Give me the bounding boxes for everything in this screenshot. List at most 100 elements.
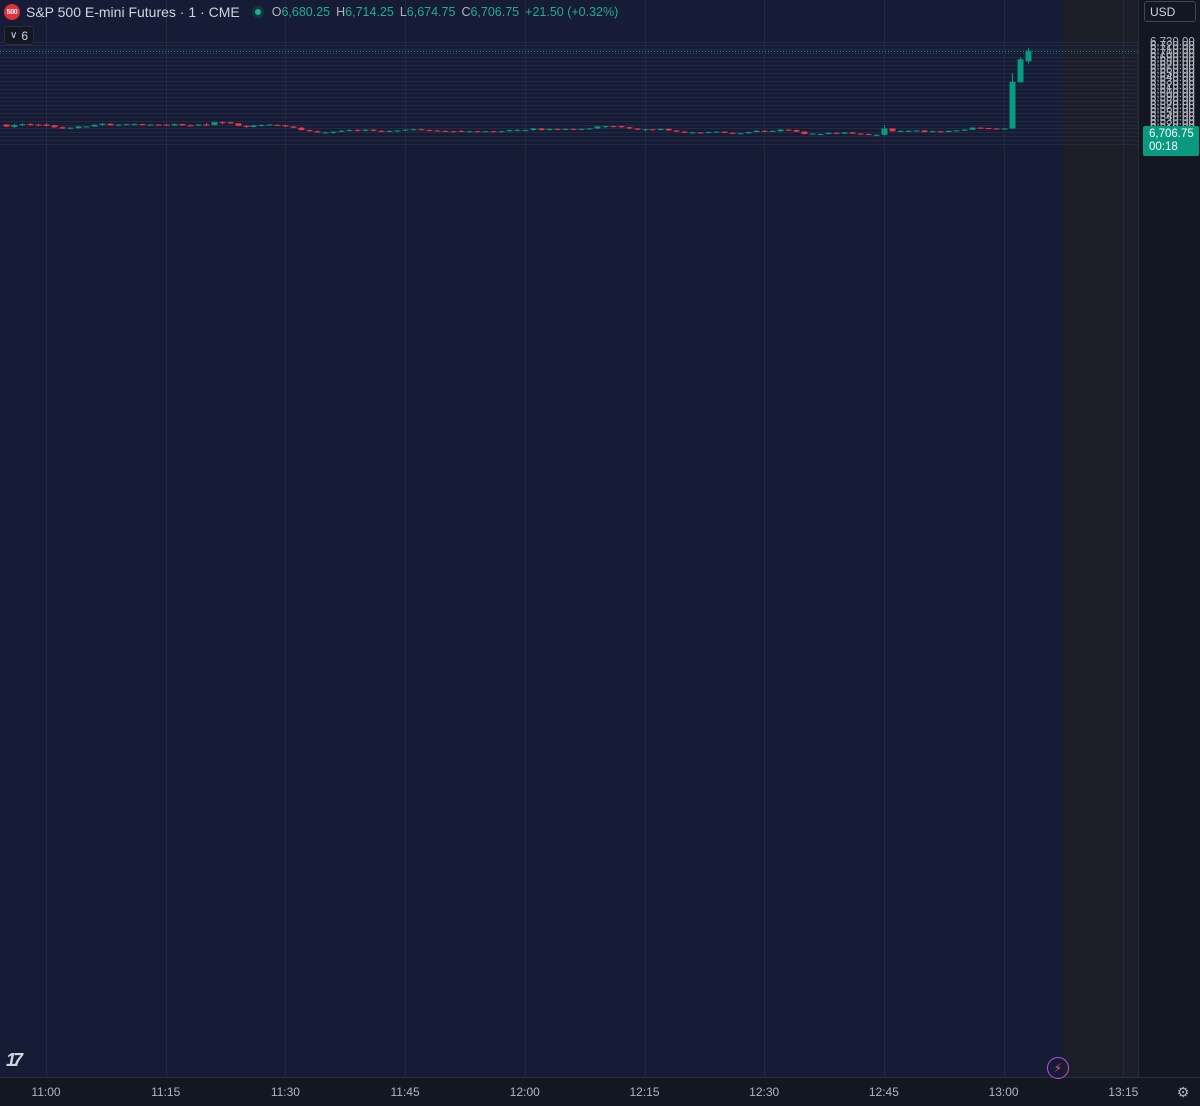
candle-body (250, 125, 257, 127)
indicators-toggle[interactable]: ∨ 6 (4, 26, 35, 45)
candle-body (586, 128, 593, 130)
candle (697, 132, 704, 134)
candle-body (817, 134, 824, 136)
candle (745, 131, 752, 134)
candle-body (282, 125, 289, 127)
tradingview-logo-icon[interactable]: 17 (6, 1050, 23, 1070)
candle (370, 129, 377, 132)
candle-body (171, 124, 178, 126)
high-key: H (336, 5, 346, 19)
candle-body (961, 129, 968, 131)
symbol-title[interactable]: S&P 500 E-mini Futures · 1 · CME (26, 4, 240, 20)
chevron-down-icon: ∨ (10, 29, 18, 41)
candle-body (554, 128, 561, 130)
candle (179, 123, 186, 126)
candle (250, 124, 257, 128)
candle-body (258, 124, 265, 126)
candle (929, 130, 936, 133)
candle (426, 129, 433, 132)
candle (51, 124, 58, 128)
candle (1001, 128, 1008, 130)
candle (889, 128, 896, 132)
candle-body (91, 124, 98, 127)
candle-body (737, 133, 744, 135)
candle (1025, 47, 1032, 64)
candle (235, 123, 242, 127)
candle-body (43, 124, 50, 126)
candle-body (634, 128, 641, 130)
candle-body (897, 130, 904, 132)
candle-body (378, 130, 385, 132)
candle-body (410, 129, 417, 131)
candle-body (578, 128, 585, 130)
candle-body (793, 130, 800, 132)
time-tick-label: 12:00 (510, 1085, 540, 1099)
candle-body (418, 129, 425, 131)
candle (322, 131, 329, 134)
candle (458, 130, 465, 133)
candle-body (945, 130, 952, 133)
price-tick-label: 6,640.00 (1150, 72, 1195, 84)
candle (865, 133, 872, 136)
price-tick-label: 6,730.00 (1150, 37, 1195, 49)
candle (921, 130, 928, 133)
candle (961, 128, 968, 131)
candle-body (697, 132, 704, 134)
candle (147, 124, 154, 126)
candle (171, 123, 178, 127)
candle (91, 124, 98, 127)
grid-lines (0, 0, 1138, 1077)
candle (219, 121, 226, 125)
candle (705, 131, 712, 134)
candle (506, 129, 513, 132)
price-tick-label: 6,660.00 (1150, 64, 1195, 76)
candle-body (59, 127, 66, 129)
candle-body (610, 126, 617, 128)
candle-body (11, 124, 18, 127)
lightning-icon[interactable]: ⚡ (1047, 1057, 1069, 1079)
close-value: 6,706.75 (470, 5, 520, 19)
candle (258, 124, 265, 127)
candle (713, 131, 720, 133)
candle-body (402, 129, 409, 131)
candle-body (290, 126, 297, 128)
price-tick-label: 6,630.00 (1150, 76, 1195, 88)
candle (977, 127, 984, 129)
price-tick-label: 6,600.00 (1150, 88, 1195, 100)
candle-body (993, 128, 1000, 130)
candle-body (657, 128, 664, 131)
candle-body (482, 131, 489, 133)
candle-body (889, 128, 896, 132)
candle (618, 125, 625, 128)
symbol-logo-icon[interactable]: 500 (4, 4, 20, 20)
candle (897, 130, 904, 133)
candle (673, 130, 680, 133)
candle (362, 129, 369, 132)
candle (1009, 73, 1016, 129)
candle-body (841, 132, 848, 134)
currency-button[interactable]: USD (1144, 1, 1196, 22)
candle (187, 124, 194, 127)
candle (881, 125, 888, 136)
candle-body (977, 127, 984, 129)
candle (266, 124, 273, 126)
time-axis[interactable]: 11:00 11:15 11:30 11:45 12:00 12:15 12:30 12:45… (0, 1077, 1200, 1100)
price-tick-label: 6,680.00 (1150, 56, 1195, 68)
candle (586, 127, 593, 130)
candle (522, 129, 529, 132)
candle-body (35, 124, 42, 126)
candle-body (985, 128, 992, 130)
candle (410, 128, 417, 131)
candle-body (753, 130, 760, 133)
candle (594, 125, 601, 129)
candle-body (27, 124, 34, 126)
candle-body (953, 130, 960, 132)
candle-body (51, 125, 58, 128)
candle-body (3, 124, 10, 127)
market-open-icon[interactable] (251, 6, 264, 18)
candle-body (881, 128, 888, 135)
gear-icon[interactable]: ⚙ (1176, 1083, 1190, 1100)
change-value: +21.50 (+0.32%) (525, 5, 619, 19)
